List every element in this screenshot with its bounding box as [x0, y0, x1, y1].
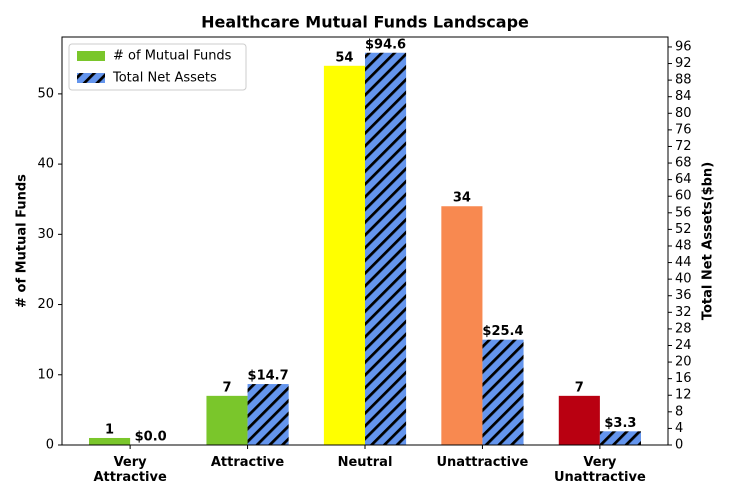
legend-swatch	[77, 73, 105, 83]
data-label: 34	[453, 191, 471, 206]
y2-tick-label: 60	[675, 189, 692, 204]
legend-label: Total Net Assets	[112, 71, 217, 86]
x-tick-label: Attractive	[210, 455, 285, 470]
data-label: $25.4	[482, 324, 523, 339]
bar	[323, 65, 365, 445]
y2-tick-label: 16	[675, 371, 692, 386]
y2-tick-label: 8	[675, 404, 683, 419]
bar	[482, 339, 524, 445]
y2-tick-label: 44	[675, 255, 692, 270]
data-label: 7	[575, 380, 584, 395]
data-label: 54	[335, 50, 353, 65]
y2-tick-label: 12	[675, 388, 692, 403]
y2-tick-label: 36	[675, 288, 692, 303]
y2-tick-label: 88	[675, 73, 692, 88]
y-axis-label: # of Mutual Funds	[15, 174, 30, 308]
y2-tick-label: 24	[675, 338, 692, 353]
y2-tick-label: 84	[675, 89, 692, 104]
y2-tick-label: 72	[675, 139, 692, 154]
y2-tick-label: 0	[675, 438, 683, 453]
chart-title: Healthcare Mutual Funds Landscape	[201, 13, 529, 32]
data-label: $94.6	[365, 37, 406, 52]
x-tick-label: Very Unattractive	[553, 455, 646, 485]
bar	[365, 52, 407, 445]
y-tick-label: 20	[37, 297, 54, 312]
y2-tick-label: 76	[675, 122, 692, 137]
y2-tick-label: 64	[675, 172, 692, 187]
bar	[247, 384, 289, 445]
data-label: 7	[222, 380, 231, 395]
x-tick-label: Very Attractive	[93, 455, 167, 485]
y2-tick-label: 96	[675, 39, 692, 54]
y2-tick-label: 4	[675, 421, 683, 436]
y2-tick-label: 48	[675, 238, 692, 253]
bar	[206, 395, 248, 445]
y-tick-label: 0	[46, 438, 54, 453]
bar	[558, 395, 600, 445]
x-tick-label: Unattractive	[436, 455, 529, 470]
y2-axis-label: Total Net Assets($bn)	[701, 162, 716, 320]
y2-tick-label: 92	[675, 56, 692, 71]
y2-tick-label: 28	[675, 321, 692, 336]
data-label: $3.3	[604, 416, 636, 431]
y2-tick-label: 52	[675, 222, 692, 237]
bar	[441, 206, 483, 445]
y2-tick-label: 20	[675, 355, 692, 370]
x-tick-label: Neutral	[337, 455, 393, 470]
bar	[599, 431, 641, 445]
y2-tick-label: 80	[675, 106, 692, 121]
y-tick-label: 50	[37, 86, 54, 101]
y2-tick-label: 40	[675, 272, 692, 287]
legend-box	[68, 43, 247, 91]
data-label: $0.0	[135, 430, 167, 445]
legend-label: # of Mutual Funds	[113, 49, 232, 64]
data-label: $14.7	[248, 369, 289, 384]
legend: # of Mutual Funds Total Net Assets	[68, 43, 247, 91]
y-tick-label: 40	[37, 157, 54, 172]
y2-tick-label: 56	[675, 205, 692, 220]
legend-swatch	[77, 51, 105, 61]
data-label: 1	[105, 422, 114, 437]
plot-frame	[61, 36, 669, 446]
y2-tick-label: 32	[675, 305, 692, 320]
y-tick-label: 10	[37, 367, 54, 382]
y2-tick-label: 68	[675, 156, 692, 171]
bar	[89, 437, 131, 445]
y-tick-label: 30	[37, 227, 54, 242]
